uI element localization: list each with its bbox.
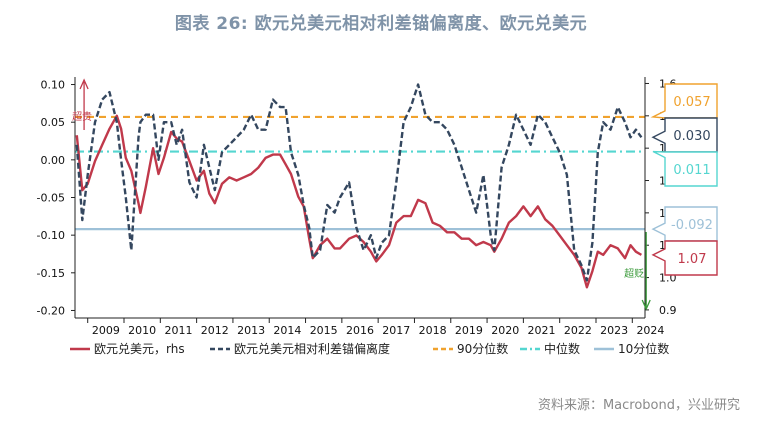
left-tick-label: -0.10 — [37, 229, 65, 242]
right-tick-label: 0.9 — [659, 304, 677, 317]
x-tick-label: 2018 — [419, 324, 447, 337]
x-tick-label: 2012 — [201, 324, 229, 337]
legend-label-0: 欧元兑美元，rhs — [94, 342, 185, 356]
left-tick-label: 0.05 — [41, 116, 66, 129]
x-tick-label: 2009 — [92, 324, 120, 337]
x-tick-label: 2016 — [346, 324, 374, 337]
callout-box-2 — [652, 150, 718, 187]
x-tick-label: 2015 — [310, 324, 338, 337]
callouts: 0.057 0.030 0.011 -0.092 1.07 — [650, 83, 718, 276]
left-tick-label: -0.05 — [37, 192, 65, 205]
legend-label-4: 10分位数 — [618, 341, 669, 356]
series-line-0 — [75, 114, 643, 289]
x-tick-label: 2011 — [164, 324, 192, 337]
legend: 欧元兑美元，rhs 欧元兑美元相对利差锚偏离度 90分位数 中位数 10分位数 — [70, 341, 669, 356]
undervalued-label: 超贬 — [624, 267, 644, 280]
legend-label-1: 欧元兑美元相对利差锚偏离度 — [234, 341, 390, 356]
left-tick-label: -0.15 — [37, 267, 65, 280]
chart-title: 图表 26: 欧元兑美元相对利差锚偏离度、欧元兑美元 — [174, 14, 588, 34]
x-tick-label: 2024 — [636, 324, 664, 337]
series-line-1 — [75, 83, 643, 282]
legend-label-2: 90分位数 — [457, 341, 508, 356]
x-tick-label: 2021 — [528, 324, 556, 337]
x-tick-label: 2023 — [600, 324, 628, 337]
overvalued-label: 超贵 — [72, 110, 92, 123]
overvalued-arrowhead — [79, 78, 89, 90]
left-tick-label: 0.00 — [41, 154, 66, 167]
callout-box-4 — [651, 240, 718, 276]
x-tick-label: 2014 — [273, 324, 301, 337]
callout-label-3: -0.092 — [671, 218, 713, 233]
x-tick-label: 2010 — [128, 324, 156, 337]
x-tick-label: 2019 — [455, 324, 483, 337]
x-tick-label: 2013 — [237, 324, 265, 337]
callout-box-3 — [651, 206, 718, 242]
callout-label-0: 0.057 — [673, 95, 710, 110]
x-tick-label: 2022 — [564, 324, 592, 337]
left-tick-label: -0.20 — [37, 304, 65, 317]
callout-label-2: 0.011 — [673, 163, 710, 178]
x-tick-label: 2017 — [382, 324, 410, 337]
legend-label-3: 中位数 — [544, 341, 580, 356]
callout-label-4: 1.07 — [678, 252, 707, 267]
left-tick-label: 0.10 — [41, 79, 66, 92]
source-note: 资料来源：Macrobond，兴业研究 — [537, 398, 740, 413]
reference-lines — [75, 115, 645, 231]
undervalued-arrowhead — [641, 299, 651, 311]
axes: 0.100.050.00-0.05-0.10-0.15-0.201.61.51.… — [37, 77, 677, 337]
series-group — [75, 83, 643, 289]
callout-label-1: 0.030 — [673, 129, 710, 144]
x-tick-label: 2020 — [491, 324, 519, 337]
callout-box-1 — [651, 117, 718, 153]
